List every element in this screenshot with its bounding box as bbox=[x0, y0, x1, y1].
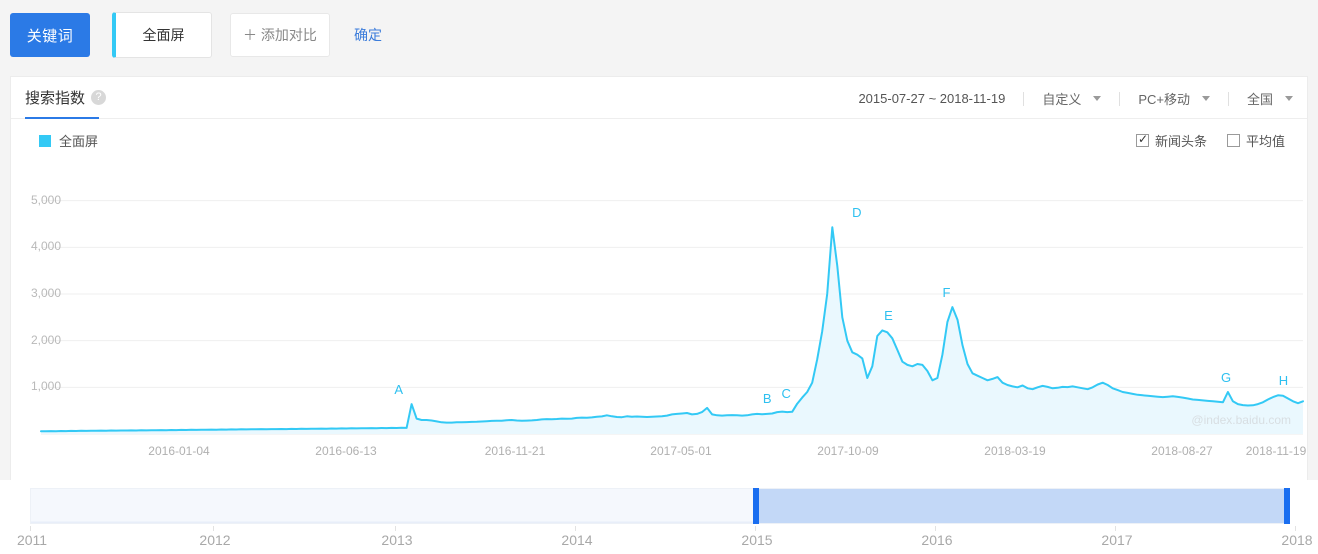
checkbox-average-label: 平均值 bbox=[1245, 134, 1285, 149]
tab-search-index[interactable]: 搜索指数 ? bbox=[25, 87, 107, 119]
divider bbox=[1227, 91, 1229, 106]
device-select[interactable]: PC+移动 bbox=[1138, 89, 1210, 108]
x-tick-label: 2017-10-09 bbox=[817, 444, 879, 458]
peak-label-d: D bbox=[852, 205, 862, 221]
x-tick-label: 2016-11-21 bbox=[484, 444, 546, 458]
peak-label-g: G bbox=[1220, 370, 1232, 385]
y-tick-label: 3,000 bbox=[31, 286, 62, 300]
chart-options: 新闻头条 平均值 bbox=[1135, 131, 1285, 150]
x-tick-label: 2016-06-13 bbox=[315, 444, 377, 458]
device-select-label: PC+移动 bbox=[1138, 92, 1190, 107]
legend-row: 全面屏 新闻头条 平均值 bbox=[11, 119, 1307, 161]
timeline-tick bbox=[575, 526, 576, 531]
region-select-label: 全国 bbox=[1246, 92, 1273, 107]
timeline-tick bbox=[1115, 526, 1116, 531]
checkbox-icon-checked bbox=[1135, 132, 1149, 147]
peak-label-a: A bbox=[394, 382, 404, 398]
timeline-year-label: 2016 bbox=[921, 532, 953, 548]
checkbox-news-headlines[interactable]: 新闻头条 bbox=[1135, 131, 1207, 150]
checkbox-icon-unchecked bbox=[1226, 134, 1240, 147]
x-tick-label: 2018-03-19 bbox=[984, 444, 1046, 458]
card-header: 搜索指数 ? 2015-07-27 ~ 2018-11-19 自定义 PC+移动… bbox=[11, 77, 1307, 119]
timeline-selection[interactable] bbox=[753, 488, 1290, 524]
checkbox-news-label: 新闻头条 bbox=[1154, 134, 1207, 149]
y-tick-label: 4,000 bbox=[31, 239, 62, 254]
timeline-year-axis: 2011 2012 2013 2014 2015 2016 2017 2018 bbox=[0, 526, 1318, 554]
period-select[interactable]: 自定义 bbox=[1042, 89, 1102, 108]
chevron-down-icon bbox=[1285, 96, 1293, 101]
timeline-tick bbox=[1295, 526, 1296, 531]
peak-label-c: C bbox=[781, 385, 791, 401]
timeline-track[interactable] bbox=[30, 488, 1290, 524]
card-header-filters: 2015-07-27 ~ 2018-11-19 自定义 PC+移动 全国 bbox=[858, 89, 1293, 108]
top-toolbar: 关键词 全面屏 ＋ 添加对比 确定 bbox=[0, 0, 1318, 70]
divider bbox=[1119, 91, 1121, 106]
y-tick-label: 1,000 bbox=[31, 379, 62, 394]
timeline-year-label: 2015 bbox=[741, 532, 773, 548]
timeline-tick bbox=[935, 526, 936, 531]
x-tick-label: 2016-01-04 bbox=[148, 444, 210, 458]
timeline-year-label: 2014 bbox=[561, 532, 593, 548]
divider bbox=[1023, 91, 1025, 106]
search-term-chip[interactable]: 全面屏 bbox=[112, 12, 212, 58]
x-tick-label: 2017-05-01 bbox=[650, 444, 712, 458]
confirm-button[interactable]: 确定 bbox=[354, 27, 382, 43]
timeline-year-label: 2018 bbox=[1281, 532, 1313, 548]
timeline-year-label: 2013 bbox=[381, 532, 413, 548]
timeline-tick bbox=[755, 526, 756, 531]
search-index-card: 搜索指数 ? 2015-07-27 ~ 2018-11-19 自定义 PC+移动… bbox=[10, 76, 1308, 544]
legend-item-series[interactable]: 全面屏 bbox=[39, 131, 98, 150]
chart-plot-area[interactable]: 1,000 2,000 3,000 4,000 5,000 2016-01-04 2016… bbox=[11, 161, 1309, 461]
legend-label: 全面屏 bbox=[59, 134, 99, 149]
timeline-tick bbox=[30, 526, 31, 531]
tab-active-underline bbox=[25, 117, 99, 119]
y-tick-label: 2,000 bbox=[31, 332, 62, 347]
chart-svg bbox=[40, 200, 1304, 435]
tab-search-index-label: 搜索指数 bbox=[25, 90, 86, 107]
timeline-handle-right[interactable] bbox=[1284, 488, 1290, 524]
timeline-tick bbox=[395, 526, 396, 531]
x-tick-label: 2018-11-19 bbox=[1245, 444, 1307, 458]
peak-label-b: B bbox=[762, 391, 772, 406]
legend-swatch-icon bbox=[39, 134, 51, 147]
watermark: @index.baidu.com bbox=[1191, 413, 1291, 427]
period-select-label: 自定义 bbox=[1042, 92, 1082, 107]
add-compare-button[interactable]: ＋ 添加对比 bbox=[230, 13, 330, 57]
timeline-year-label: 2017 bbox=[1101, 532, 1133, 548]
timeline-scrubber[interactable]: 2011 2012 2013 2014 2015 2016 2017 2018 bbox=[0, 480, 1318, 554]
x-tick-label: 2018-08-27 bbox=[1151, 444, 1213, 458]
timeline-tick bbox=[213, 526, 214, 531]
chevron-down-icon bbox=[1201, 96, 1210, 101]
y-tick-label: 5,000 bbox=[31, 192, 62, 207]
help-icon[interactable]: ? bbox=[91, 90, 107, 105]
checkbox-average[interactable]: 平均值 bbox=[1226, 131, 1285, 150]
peak-label-f: F bbox=[942, 285, 951, 301]
peak-label-h: H bbox=[1278, 373, 1289, 389]
peak-label-e: E bbox=[884, 308, 893, 324]
timeline-year-label: 2011 bbox=[16, 532, 48, 548]
timeline-handle-left[interactable] bbox=[753, 488, 759, 524]
region-select[interactable]: 全国 bbox=[1247, 89, 1293, 108]
keyword-button[interactable]: 关键词 bbox=[10, 13, 90, 57]
timeline-year-label: 2012 bbox=[199, 532, 231, 548]
date-range-label[interactable]: 2015-07-27 ~ 2018-11-19 bbox=[858, 91, 1006, 106]
chevron-down-icon bbox=[1093, 96, 1102, 101]
